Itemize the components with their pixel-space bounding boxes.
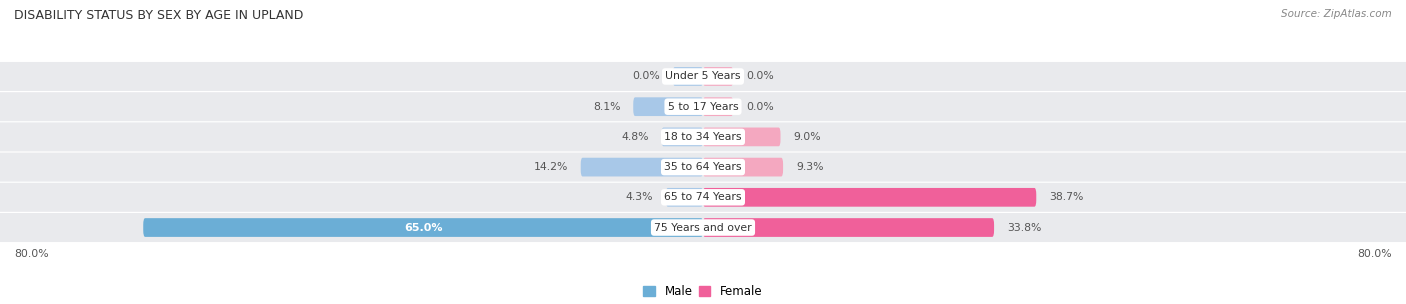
FancyBboxPatch shape	[703, 158, 783, 176]
Text: DISABILITY STATUS BY SEX BY AGE IN UPLAND: DISABILITY STATUS BY SEX BY AGE IN UPLAN…	[14, 9, 304, 22]
Text: 0.0%: 0.0%	[747, 71, 773, 81]
FancyBboxPatch shape	[581, 158, 703, 176]
FancyBboxPatch shape	[703, 67, 733, 86]
Text: Under 5 Years: Under 5 Years	[665, 71, 741, 81]
Text: 4.8%: 4.8%	[621, 132, 648, 142]
Text: 4.3%: 4.3%	[626, 192, 652, 202]
FancyBboxPatch shape	[0, 183, 1406, 212]
FancyBboxPatch shape	[0, 92, 1406, 121]
FancyBboxPatch shape	[666, 188, 703, 207]
Legend: Male, Female: Male, Female	[644, 285, 762, 298]
Text: 65.0%: 65.0%	[404, 223, 443, 233]
Text: 9.0%: 9.0%	[793, 132, 821, 142]
Text: 8.1%: 8.1%	[593, 102, 620, 112]
FancyBboxPatch shape	[0, 153, 1406, 181]
FancyBboxPatch shape	[633, 97, 703, 116]
Text: 18 to 34 Years: 18 to 34 Years	[664, 132, 742, 142]
FancyBboxPatch shape	[0, 123, 1406, 151]
FancyBboxPatch shape	[662, 128, 703, 146]
Text: 38.7%: 38.7%	[1049, 192, 1084, 202]
FancyBboxPatch shape	[703, 97, 733, 116]
Text: 75 Years and over: 75 Years and over	[654, 223, 752, 233]
Text: 80.0%: 80.0%	[14, 249, 49, 259]
Text: Source: ZipAtlas.com: Source: ZipAtlas.com	[1281, 9, 1392, 19]
Text: 0.0%: 0.0%	[747, 102, 773, 112]
Text: 35 to 64 Years: 35 to 64 Years	[664, 162, 742, 172]
FancyBboxPatch shape	[143, 218, 703, 237]
FancyBboxPatch shape	[703, 188, 1036, 207]
FancyBboxPatch shape	[673, 67, 703, 86]
Text: 5 to 17 Years: 5 to 17 Years	[668, 102, 738, 112]
FancyBboxPatch shape	[703, 218, 994, 237]
FancyBboxPatch shape	[0, 62, 1406, 91]
Text: 0.0%: 0.0%	[633, 71, 659, 81]
FancyBboxPatch shape	[703, 128, 780, 146]
Text: 33.8%: 33.8%	[1007, 223, 1042, 233]
Text: 14.2%: 14.2%	[533, 162, 568, 172]
FancyBboxPatch shape	[0, 213, 1406, 242]
Text: 9.3%: 9.3%	[796, 162, 824, 172]
Text: 65 to 74 Years: 65 to 74 Years	[664, 192, 742, 202]
Text: 80.0%: 80.0%	[1357, 249, 1392, 259]
